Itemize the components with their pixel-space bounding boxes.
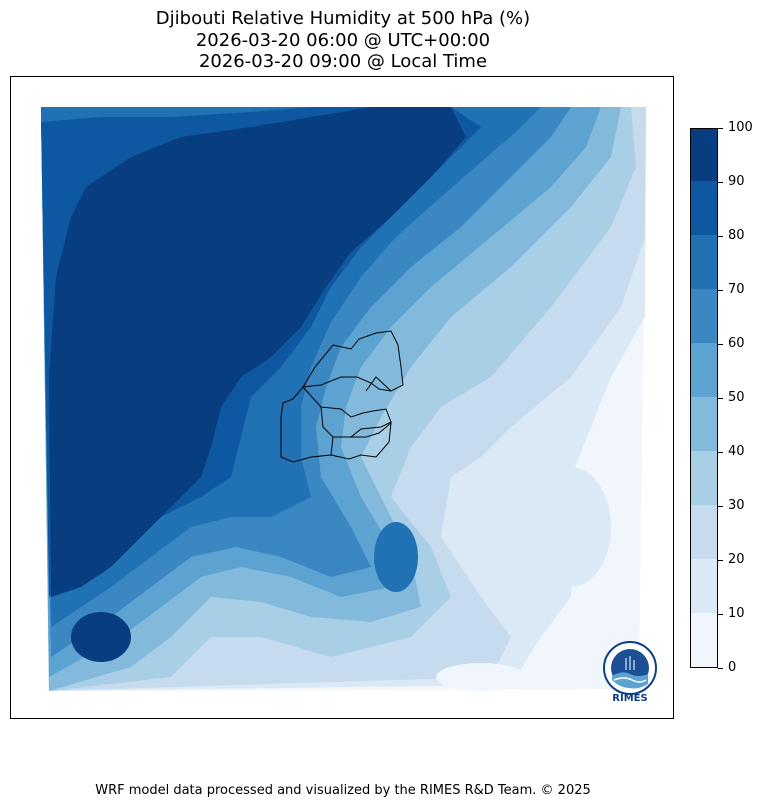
- contour-patch-far-south: [436, 663, 526, 691]
- colorbar-band-80-90: [691, 181, 717, 235]
- rimes-logo: RIMES: [598, 640, 662, 708]
- contour-patch-south-west: [71, 612, 131, 662]
- map-title: Djibouti Relative Humidity at 500 hPa (%…: [0, 8, 686, 73]
- colorbar-band-50-60: [691, 343, 717, 397]
- colorbar-tick: [718, 614, 723, 615]
- colorbar-band-0-10: [691, 613, 717, 667]
- colorbar-label: 70: [728, 282, 745, 297]
- colorbar-band-20-30: [691, 505, 717, 559]
- colorbar-band-10-20: [691, 559, 717, 613]
- title-variable: Djibouti Relative Humidity at 500 hPa (%…: [155, 8, 531, 29]
- colorbar-label: 30: [728, 498, 745, 513]
- colorbar: [690, 128, 718, 668]
- map-panel: [10, 76, 674, 719]
- colorbar-label: 20: [728, 552, 745, 567]
- colorbar-band-40-50: [691, 397, 717, 451]
- colorbar-label: 40: [728, 444, 745, 459]
- contour-patch-center-south: [374, 522, 418, 592]
- rimes-emblem-icon: [603, 641, 657, 695]
- colorbar-label: 0: [728, 660, 737, 675]
- colorbar-tick: [718, 506, 723, 507]
- logo-text: RIMES: [612, 693, 648, 704]
- footer-credit: WRF model data processed and visualized …: [95, 783, 591, 798]
- colorbar-tick: [718, 344, 723, 345]
- colorbar-tick: [718, 668, 723, 669]
- contour-band-90-100: [49, 107, 466, 597]
- colorbar-label: 50: [728, 390, 745, 405]
- contour-patch-east-pale: [531, 467, 611, 587]
- colorbar-band-60-70: [691, 289, 717, 343]
- colorbar-band-90-100: [691, 129, 717, 181]
- colorbar-tick: [718, 452, 723, 453]
- humidity-contour-map: [41, 107, 646, 691]
- colorbar-band-70-80: [691, 235, 717, 289]
- title-utc-time: 2026-03-20 06:00 @ UTC+00:00: [195, 29, 491, 51]
- title-local-time: 2026-03-20 09:00 @ Local Time: [198, 51, 488, 72]
- colorbar-tick: [718, 128, 723, 129]
- colorbar-tick: [718, 398, 723, 399]
- colorbar-tick: [718, 182, 723, 183]
- colorbar-label: 80: [728, 228, 745, 243]
- colorbar-label: 100: [728, 120, 753, 135]
- colorbar-tick: [718, 560, 723, 561]
- colorbar-tick: [718, 290, 723, 291]
- colorbar-tick: [718, 236, 723, 237]
- colorbar-label: 60: [728, 336, 745, 351]
- colorbar-label: 10: [728, 606, 745, 621]
- djibouti-boundaries: [280, 330, 404, 463]
- colorbar-label: 90: [728, 174, 745, 189]
- colorbar-band-30-40: [691, 451, 717, 505]
